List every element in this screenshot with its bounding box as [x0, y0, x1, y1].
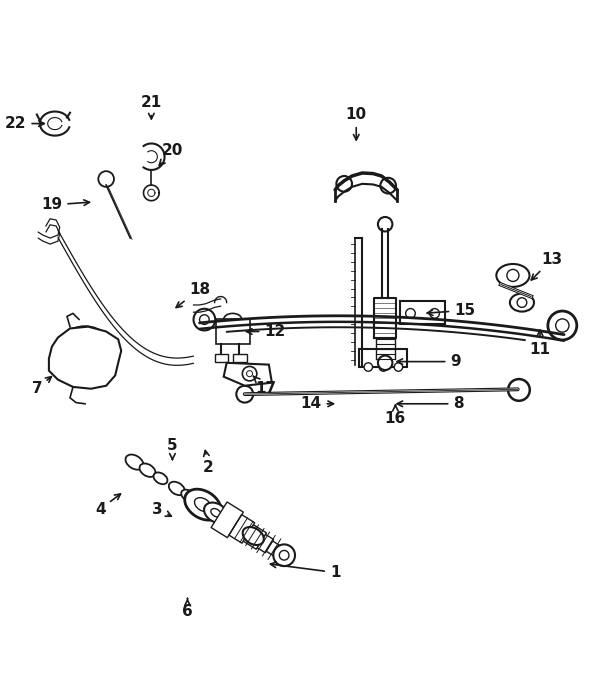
- Bar: [233, 354, 246, 362]
- Ellipse shape: [126, 454, 143, 470]
- Text: 4: 4: [95, 494, 121, 517]
- Text: 2: 2: [203, 450, 214, 475]
- Polygon shape: [223, 362, 272, 385]
- Polygon shape: [243, 524, 266, 549]
- Ellipse shape: [153, 472, 167, 484]
- Bar: [216, 319, 249, 344]
- Polygon shape: [229, 514, 255, 543]
- Text: 5: 5: [167, 439, 178, 460]
- Bar: [214, 354, 228, 362]
- Circle shape: [55, 327, 115, 387]
- Text: 20: 20: [159, 143, 183, 165]
- Ellipse shape: [140, 464, 155, 477]
- Text: 16: 16: [385, 405, 406, 427]
- Ellipse shape: [204, 503, 228, 523]
- Polygon shape: [257, 535, 274, 553]
- Polygon shape: [266, 541, 281, 556]
- Text: 18: 18: [176, 281, 210, 308]
- Circle shape: [242, 367, 257, 381]
- Text: 15: 15: [427, 303, 475, 318]
- Text: 3: 3: [152, 502, 172, 517]
- Text: 10: 10: [345, 107, 367, 140]
- Circle shape: [378, 217, 393, 232]
- Circle shape: [379, 362, 388, 371]
- Text: 6: 6: [182, 599, 193, 619]
- Ellipse shape: [185, 489, 221, 520]
- Circle shape: [394, 362, 403, 371]
- Circle shape: [236, 385, 253, 402]
- Polygon shape: [211, 502, 243, 538]
- Text: 7: 7: [31, 377, 51, 396]
- Text: 9: 9: [397, 354, 461, 369]
- Circle shape: [193, 308, 215, 331]
- Bar: [359, 349, 408, 367]
- Ellipse shape: [181, 489, 195, 502]
- Polygon shape: [49, 327, 121, 389]
- Text: 8: 8: [397, 396, 464, 411]
- Text: 1: 1: [271, 562, 341, 580]
- Text: 11: 11: [530, 330, 550, 357]
- Text: 12: 12: [246, 324, 286, 339]
- Circle shape: [548, 311, 577, 340]
- Ellipse shape: [169, 482, 185, 495]
- Circle shape: [508, 379, 530, 401]
- Text: 17: 17: [254, 377, 277, 396]
- Text: 21: 21: [141, 95, 162, 119]
- Circle shape: [430, 308, 439, 318]
- Circle shape: [336, 176, 352, 192]
- Circle shape: [364, 362, 373, 371]
- Circle shape: [74, 346, 96, 368]
- Circle shape: [378, 356, 393, 370]
- Text: 19: 19: [41, 197, 89, 213]
- Ellipse shape: [243, 527, 264, 545]
- Text: 14: 14: [300, 396, 333, 411]
- Ellipse shape: [496, 264, 530, 287]
- Ellipse shape: [510, 294, 534, 312]
- Circle shape: [381, 178, 396, 194]
- Circle shape: [406, 308, 416, 318]
- Bar: [400, 301, 445, 324]
- Text: 22: 22: [5, 116, 44, 131]
- Text: 13: 13: [532, 252, 563, 280]
- Circle shape: [274, 545, 295, 566]
